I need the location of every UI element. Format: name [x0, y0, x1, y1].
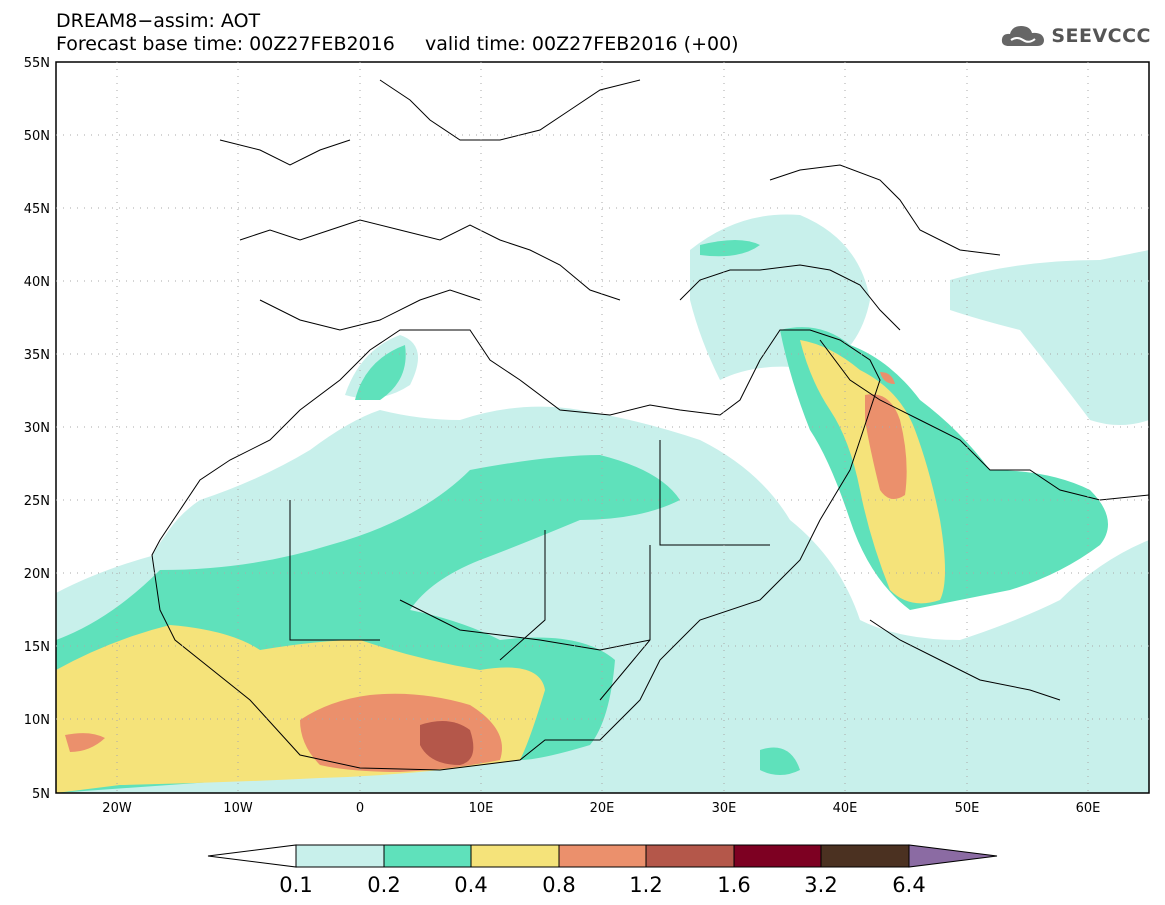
colorbar-under-arrow	[207, 844, 297, 868]
colorbar-swatch	[470, 844, 560, 868]
colorbar-label: 0.2	[367, 873, 401, 897]
colorbar-over-arrow	[908, 844, 998, 868]
lon-tick-label: 50E	[955, 801, 980, 816]
brand-name: SEEVCCC	[1051, 25, 1151, 47]
colorbar-swatch	[295, 844, 385, 868]
lon-tick-label: 60E	[1076, 801, 1101, 816]
colorbar-label: 1.2	[629, 873, 663, 897]
longitude-axis: 20W 10W 0 10E 20E 30E 40E 50E 60E	[102, 801, 1100, 816]
forecast-time-subtitle: Forecast base time: 00Z27FEB2016 valid t…	[56, 33, 739, 55]
colorbar-swatch	[733, 844, 822, 868]
lat-tick-label: 15N	[24, 640, 50, 655]
lat-tick-label: 40N	[24, 275, 50, 290]
aot-band-1.2	[420, 721, 474, 765]
lat-tick-label: 20N	[24, 567, 50, 582]
lon-tick-label: 30E	[712, 801, 737, 816]
map-title: DREAM8−assim: AOT	[56, 10, 261, 32]
colorbar-label: 3.2	[804, 873, 838, 897]
colorbar-label: 6.4	[892, 873, 926, 897]
lat-tick-label: 35N	[24, 348, 50, 363]
lat-tick-label: 30N	[24, 421, 50, 436]
graticule	[56, 62, 1149, 793]
latitude-axis: 55N 50N 45N 40N 35N 30N 25N 20N 15N 10N …	[24, 56, 50, 802]
lat-tick-label: 45N	[24, 202, 50, 217]
lat-tick-label: 10N	[24, 713, 50, 728]
lon-tick-label: 10W	[223, 801, 253, 816]
lon-tick-label: 0	[356, 801, 364, 816]
colorbar-swatch	[820, 844, 910, 868]
seevccc-logo: SEEVCCC	[999, 22, 1151, 50]
colorbar-swatch	[383, 844, 472, 868]
lat-tick-label: 50N	[24, 129, 50, 144]
colorbar-swatch	[645, 844, 735, 868]
colorbar-label: 0.8	[542, 873, 576, 897]
lon-tick-label: 20E	[590, 801, 615, 816]
lon-tick-label: 20W	[102, 801, 132, 816]
cloud-icon	[1002, 26, 1045, 46]
lon-tick-label: 10E	[469, 801, 494, 816]
colorbar-label: 0.4	[454, 873, 488, 897]
coastlines	[151, 79, 1149, 771]
lat-tick-label: 5N	[32, 787, 50, 802]
colorbar	[207, 844, 998, 868]
colorbar-label: 0.1	[279, 873, 313, 897]
lat-tick-label: 55N	[24, 56, 50, 71]
colorbar-swatch	[558, 844, 647, 868]
colorbar-label: 1.6	[717, 873, 751, 897]
lon-tick-label: 40E	[833, 801, 858, 816]
lat-tick-label: 25N	[24, 494, 50, 509]
